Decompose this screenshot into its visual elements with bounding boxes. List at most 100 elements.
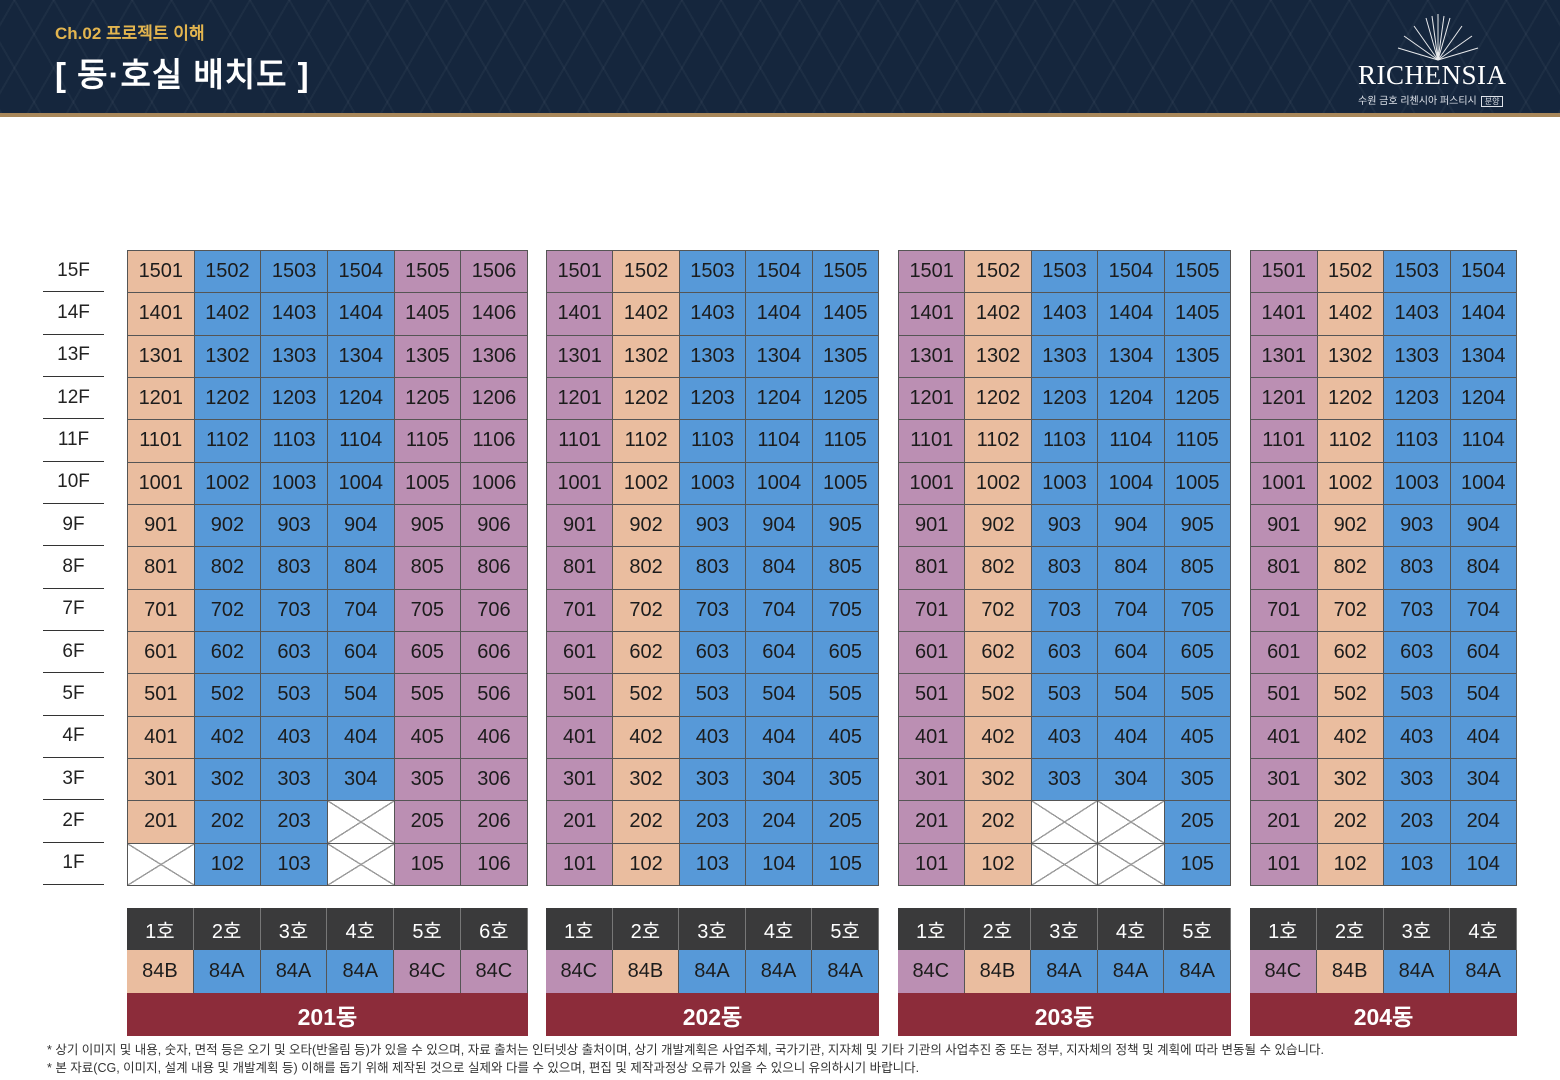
unit-cell[interactable]: 1206: [461, 377, 528, 421]
unit-cell[interactable]: 705: [1164, 589, 1231, 632]
unit-cell[interactable]: 1101: [128, 420, 195, 463]
unit-cell[interactable]: 1503: [1384, 251, 1451, 294]
unit-cell[interactable]: 1003: [1031, 462, 1099, 505]
unit-cell[interactable]: 701: [1251, 589, 1318, 632]
unit-cell[interactable]: 902: [613, 504, 680, 548]
unit-cell[interactable]: 1305: [394, 335, 462, 378]
unit-cell[interactable]: 405: [394, 716, 462, 759]
unit-cell[interactable]: 1205: [1164, 377, 1231, 421]
unit-cell[interactable]: 102: [194, 843, 262, 886]
unit-cell[interactable]: 103: [261, 843, 328, 886]
unit-cell[interactable]: 1502: [1317, 251, 1384, 294]
unit-cell[interactable]: 601: [547, 631, 614, 675]
unit-cell[interactable]: 301: [128, 758, 195, 802]
unit-cell[interactable]: 1303: [1031, 335, 1099, 378]
unit-cell[interactable]: 103: [1384, 843, 1451, 886]
unit-cell[interactable]: 1002: [1317, 462, 1384, 505]
unit-cell[interactable]: 303: [679, 758, 747, 802]
unit-cell[interactable]: 1004: [1098, 462, 1165, 505]
unit-cell[interactable]: 304: [746, 758, 813, 802]
unit-cell[interactable]: 1106: [461, 420, 528, 463]
unit-cell[interactable]: 1401: [128, 293, 195, 336]
unit-cell[interactable]: 803: [679, 547, 747, 590]
unit-cell[interactable]: 903: [1031, 504, 1099, 548]
unit-cell[interactable]: 703: [1031, 589, 1099, 632]
unit-cell[interactable]: 902: [194, 504, 262, 548]
unit-cell[interactable]: 1305: [812, 335, 879, 378]
unit-cell[interactable]: 703: [679, 589, 747, 632]
unit-cell[interactable]: 705: [394, 589, 462, 632]
unit-cell[interactable]: 1205: [812, 377, 879, 421]
unit-cell[interactable]: 504: [327, 674, 395, 717]
unit-cell[interactable]: 401: [547, 716, 614, 759]
unit-cell[interactable]: 1002: [194, 462, 262, 505]
unit-cell[interactable]: 801: [1251, 547, 1318, 590]
unit-cell[interactable]: 1202: [194, 377, 262, 421]
unit-cell[interactable]: 103: [679, 843, 747, 886]
unit-cell[interactable]: 1303: [679, 335, 747, 378]
unit-cell[interactable]: 1203: [261, 377, 328, 421]
unit-cell[interactable]: 905: [394, 504, 462, 548]
unit-cell[interactable]: 101: [899, 843, 966, 886]
unit-cell[interactable]: 1405: [394, 293, 462, 336]
unit-cell[interactable]: 201: [547, 801, 614, 844]
unit-cell[interactable]: 1102: [194, 420, 262, 463]
unit-cell[interactable]: 503: [1384, 674, 1451, 717]
unit-cell[interactable]: 805: [394, 547, 462, 590]
unit-cell[interactable]: 501: [899, 674, 966, 717]
unit-cell[interactable]: 503: [261, 674, 328, 717]
unit-cell[interactable]: 902: [1317, 504, 1384, 548]
unit-cell[interactable]: 1404: [746, 293, 813, 336]
unit-cell[interactable]: 804: [1098, 547, 1165, 590]
unit-cell[interactable]: 601: [128, 631, 195, 675]
unit-cell[interactable]: 606: [461, 631, 528, 675]
unit-cell[interactable]: 1505: [1164, 251, 1231, 294]
unit-cell[interactable]: 1505: [812, 251, 879, 294]
unit-cell[interactable]: 406: [461, 716, 528, 759]
unit-cell[interactable]: 1103: [679, 420, 747, 463]
unit-cell[interactable]: 1502: [613, 251, 680, 294]
unit-cell[interactable]: 1104: [746, 420, 813, 463]
unit-cell[interactable]: 402: [1317, 716, 1384, 759]
unit-cell[interactable]: 401: [128, 716, 195, 759]
unit-cell[interactable]: 603: [261, 631, 328, 675]
unit-cell[interactable]: 803: [1031, 547, 1099, 590]
unit-cell[interactable]: 1302: [1317, 335, 1384, 378]
unit-cell[interactable]: 1101: [899, 420, 966, 463]
unit-cell[interactable]: 1105: [1164, 420, 1231, 463]
unit-cell[interactable]: 604: [746, 631, 813, 675]
unit-cell[interactable]: 403: [261, 716, 328, 759]
unit-cell[interactable]: 1503: [1031, 251, 1099, 294]
unit-cell[interactable]: 1203: [679, 377, 747, 421]
unit-cell[interactable]: 104: [1450, 843, 1517, 886]
unit-cell[interactable]: 903: [261, 504, 328, 548]
unit-cell[interactable]: 1506: [461, 251, 528, 294]
unit-cell[interactable]: 304: [327, 758, 395, 802]
unit-cell[interactable]: 302: [613, 758, 680, 802]
unit-cell[interactable]: 301: [547, 758, 614, 802]
unit-cell[interactable]: 101: [547, 843, 614, 886]
unit-cell[interactable]: 602: [194, 631, 262, 675]
unit-cell[interactable]: 201: [899, 801, 966, 844]
unit-cell[interactable]: 1004: [746, 462, 813, 505]
unit-cell[interactable]: 204: [1450, 801, 1517, 844]
unit-cell[interactable]: 1203: [1384, 377, 1451, 421]
unit-cell[interactable]: 1003: [261, 462, 328, 505]
unit-cell[interactable]: 901: [128, 504, 195, 548]
unit-cell[interactable]: 101: [1251, 843, 1318, 886]
unit-cell[interactable]: 104: [746, 843, 813, 886]
unit-cell[interactable]: 806: [461, 547, 528, 590]
unit-cell[interactable]: 503: [1031, 674, 1099, 717]
unit-cell[interactable]: 1401: [1251, 293, 1318, 336]
unit-cell[interactable]: 801: [128, 547, 195, 590]
unit-cell[interactable]: 1406: [461, 293, 528, 336]
unit-cell[interactable]: 306: [461, 758, 528, 802]
unit-cell[interactable]: 202: [613, 801, 680, 844]
unit-cell[interactable]: 602: [1317, 631, 1384, 675]
unit-cell[interactable]: 205: [1164, 801, 1231, 844]
unit-cell[interactable]: 706: [461, 589, 528, 632]
unit-cell[interactable]: 303: [261, 758, 328, 802]
unit-cell[interactable]: 1004: [327, 462, 395, 505]
unit-cell[interactable]: 1504: [746, 251, 813, 294]
unit-cell[interactable]: 804: [327, 547, 395, 590]
